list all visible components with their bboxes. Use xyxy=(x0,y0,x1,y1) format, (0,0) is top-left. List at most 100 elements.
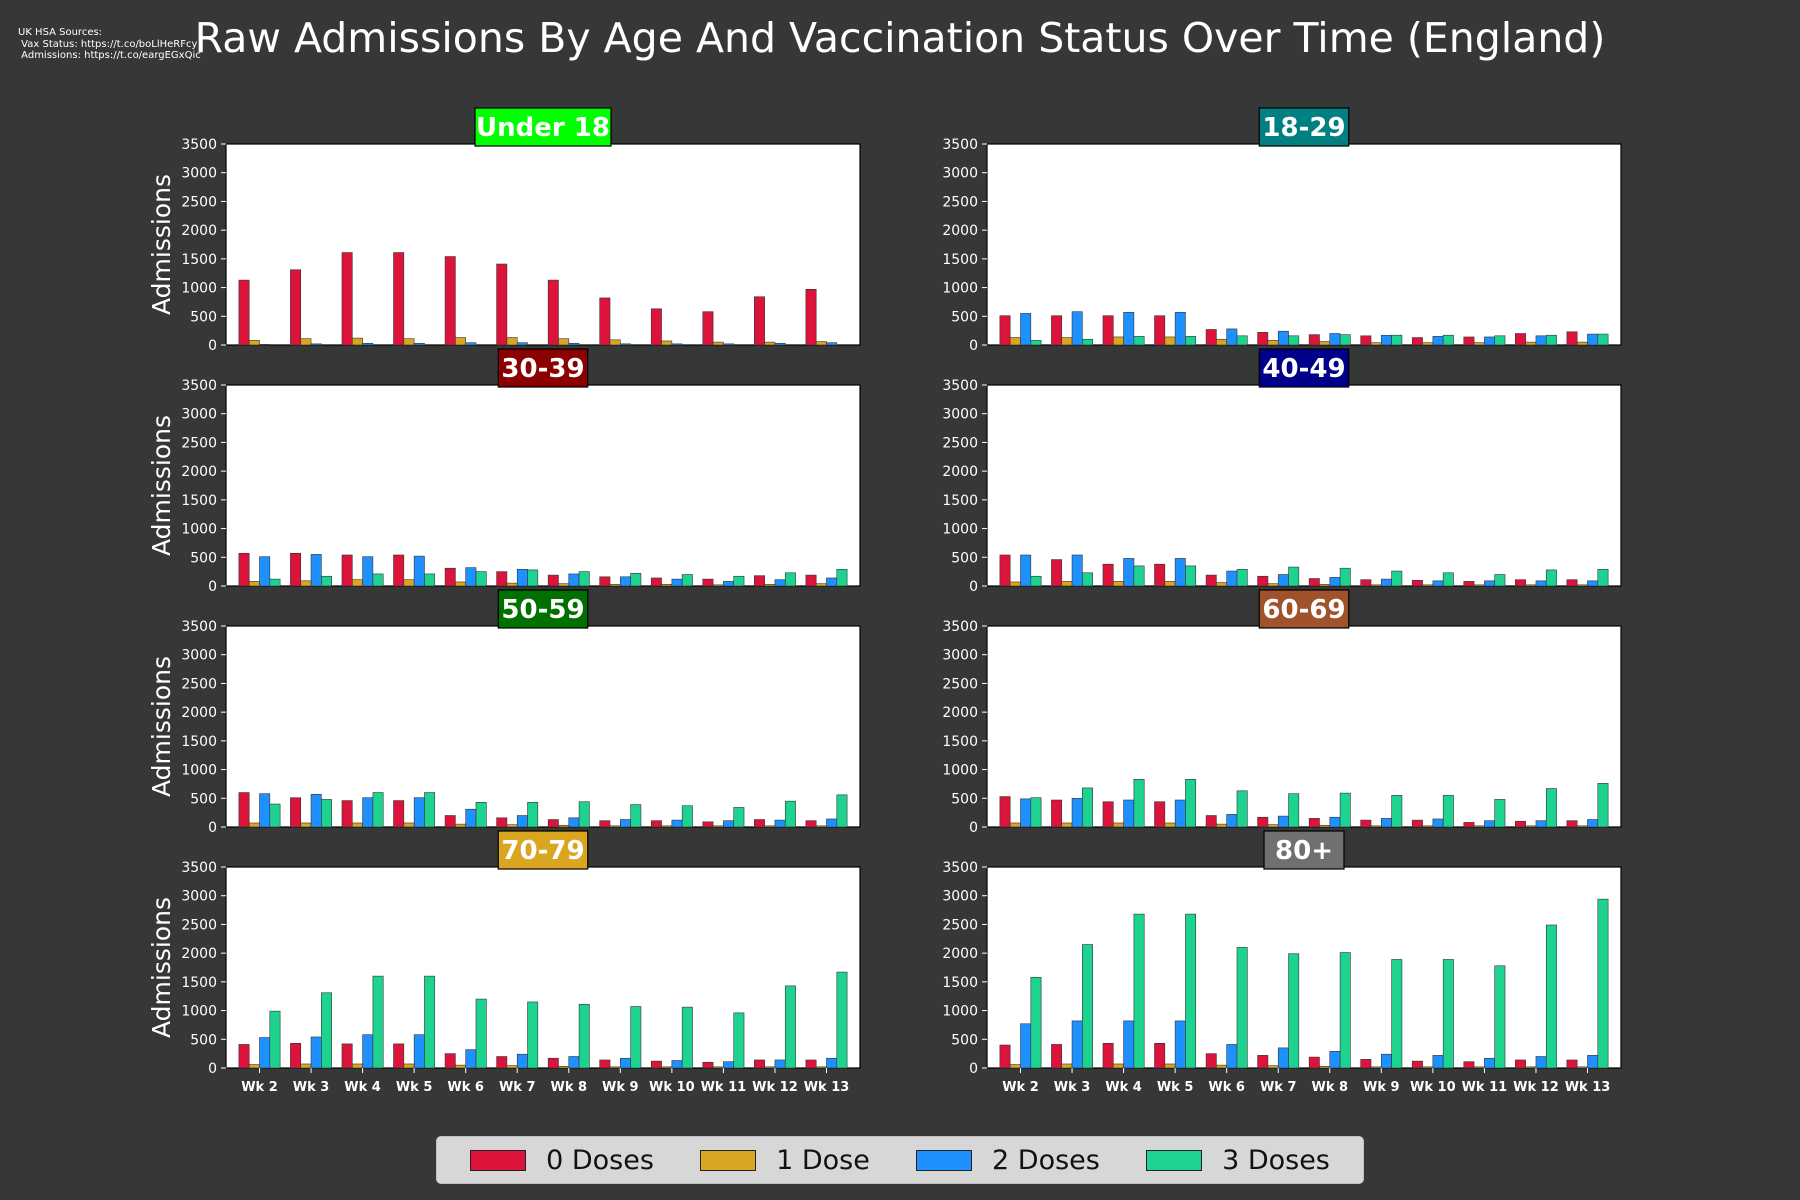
y-tick-label: 1500 xyxy=(942,493,978,509)
bar-50-59-wk5-s1 xyxy=(403,822,415,828)
bar-70-79-wk12-s2 xyxy=(774,1059,786,1069)
bar-40-49-wk7-s0 xyxy=(1257,575,1269,587)
bar-50-59-wk11-s0 xyxy=(702,821,714,828)
bar-under-18-wk3-s1 xyxy=(300,338,312,346)
y-tick-label: 2500 xyxy=(181,676,217,692)
bar-70-79-wk2-s3 xyxy=(269,1010,281,1069)
legend-swatch xyxy=(700,1149,757,1171)
bar-70-79-wk12-s0 xyxy=(754,1059,765,1069)
bar-under-18-wk12-s2 xyxy=(774,342,786,346)
y-tick-label: 500 xyxy=(190,791,217,807)
bar-18-29-wk4-s1 xyxy=(1112,336,1124,346)
bar-30-39-wk11-s0 xyxy=(702,578,714,587)
bar-under-18-wk8-s2 xyxy=(568,342,580,346)
bar-18-29-wk2-s2 xyxy=(1020,313,1032,346)
bar-80--wk12-s2 xyxy=(1535,1056,1547,1069)
bar-70-79-wk9-s1 xyxy=(609,1066,621,1069)
bar-30-39-wk6-s1 xyxy=(455,581,466,587)
y-tick-label: 1000 xyxy=(181,281,217,297)
bar-18-29-wk13-s3 xyxy=(1597,333,1609,346)
bar-70-79-wk7-s3 xyxy=(527,1001,539,1069)
bar-60-69-wk2-s2 xyxy=(1020,798,1032,828)
bar-18-29-wk2-s0 xyxy=(999,315,1011,346)
bar-under-18-wk13-s2 xyxy=(826,342,838,346)
bar-40-49-wk4-s1 xyxy=(1112,581,1124,587)
bar-50-59-wk2-s1 xyxy=(248,822,260,828)
bar-60-69-wk11-s3 xyxy=(1494,799,1506,828)
bar-40-49-wk8-s3 xyxy=(1339,567,1351,587)
bar-under-18-wk6-s2 xyxy=(465,342,477,346)
bar-80--wk9-s2 xyxy=(1381,1053,1392,1069)
bar-30-39-wk12-s3 xyxy=(784,572,796,587)
bar-70-79-wk9-s2 xyxy=(620,1057,631,1069)
bar-60-69-wk5-s3 xyxy=(1185,779,1197,828)
bar-40-49-wk10-s0 xyxy=(1411,579,1423,587)
y-tick-label: 3500 xyxy=(181,619,217,635)
bar-80--wk11-s2 xyxy=(1484,1057,1496,1069)
legend: 0 Doses 1 Dose 2 Doses 3 Doses xyxy=(436,1136,1364,1184)
bar-80--wk11-s1 xyxy=(1473,1066,1485,1069)
panel-title-box-18-29 xyxy=(1258,107,1350,147)
panel-title-box-30-39 xyxy=(497,348,589,388)
y-tick-label: 1500 xyxy=(181,493,217,509)
bar-40-49-wk10-s3 xyxy=(1442,572,1454,587)
bar-60-69-wk4-s1 xyxy=(1112,822,1124,828)
bar-18-29-wk4-s2 xyxy=(1123,311,1135,346)
bar-80--wk11-s0 xyxy=(1463,1061,1475,1069)
bar-70-79-wk4-s3 xyxy=(372,975,384,1069)
sources-note: UK HSA Sources: Vax Status: https://t.co… xyxy=(18,27,201,61)
bar-60-69-wk7-s0 xyxy=(1257,816,1269,828)
panel-title-box-80- xyxy=(1263,830,1345,870)
y-tick-label: 0 xyxy=(208,338,217,354)
bar-30-39-wk5-s1 xyxy=(403,579,415,587)
bar-30-39-wk9-s0 xyxy=(599,576,611,587)
bar-50-59-wk8-s2 xyxy=(568,817,580,828)
bar-18-29-wk7-s3 xyxy=(1288,335,1300,346)
y-tick-label: 3000 xyxy=(942,166,978,182)
bar-30-39-wk4-s0 xyxy=(341,554,353,587)
y-tick-label: 2000 xyxy=(942,223,978,239)
bar-under-18-wk3-s0 xyxy=(290,269,302,346)
bar-70-79-wk3-s2 xyxy=(310,1036,322,1069)
y-tick-label: 2500 xyxy=(942,435,978,451)
bar-18-29-wk13-s0 xyxy=(1566,331,1578,346)
bar-under-18-wk6-s0 xyxy=(444,256,456,346)
bar-60-69-wk11-s2 xyxy=(1484,820,1496,828)
bar-under-18-wk2-s1 xyxy=(248,340,260,346)
bar-40-49-wk7-s1 xyxy=(1267,583,1279,587)
legend-label: 3 Doses xyxy=(1222,1144,1330,1176)
bar-under-18-wk4-s0 xyxy=(341,252,353,346)
bar-under-18-wk13-s1 xyxy=(815,341,827,346)
bar-80--wk5-s1 xyxy=(1164,1063,1176,1069)
panel-title-box-60-69 xyxy=(1258,589,1350,629)
x-tick-label: Wk 3 xyxy=(1054,1080,1091,1095)
bar-under-18-wk5-s1 xyxy=(403,338,415,346)
y-tick-label: 0 xyxy=(969,338,978,354)
bar-30-39-wk2-s1 xyxy=(248,581,260,587)
bar-60-69-wk12-s0 xyxy=(1515,820,1526,828)
bar-50-59-wk5-s2 xyxy=(413,797,425,828)
y-tick-label: 500 xyxy=(951,550,978,566)
bar-80--wk2-s3 xyxy=(1030,976,1042,1069)
y-tick-label: 1000 xyxy=(181,1004,217,1020)
bar-18-29-wk5-s3 xyxy=(1185,336,1197,346)
y-tick-label: 500 xyxy=(951,1032,978,1048)
bar-50-59-wk2-s3 xyxy=(269,803,281,828)
bar-40-49-wk13-s1 xyxy=(1576,584,1588,587)
bar-30-39-wk11-s3 xyxy=(733,575,745,587)
bar-60-69-wk2-s0 xyxy=(999,796,1011,828)
bar-40-49-wk12-s0 xyxy=(1515,579,1526,587)
bar-70-79-wk5-s2 xyxy=(413,1034,425,1069)
bar-18-29-wk6-s1 xyxy=(1216,338,1227,346)
bar-60-69-wk7-s3 xyxy=(1288,793,1300,828)
bar-40-49-wk2-s1 xyxy=(1009,581,1021,587)
bar-50-59-wk7-s1 xyxy=(506,824,518,828)
y-tick-label: 3500 xyxy=(942,137,978,153)
bar-80--wk11-s3 xyxy=(1494,965,1506,1069)
bar-70-79-wk4-s1 xyxy=(351,1063,363,1069)
y-tick-label: 2500 xyxy=(942,676,978,692)
bar-40-49-wk11-s0 xyxy=(1463,581,1475,587)
bar-80--wk12-s3 xyxy=(1545,924,1557,1069)
bar-18-29-wk8-s1 xyxy=(1319,341,1331,346)
bar-18-29-wk11-s2 xyxy=(1484,336,1496,346)
